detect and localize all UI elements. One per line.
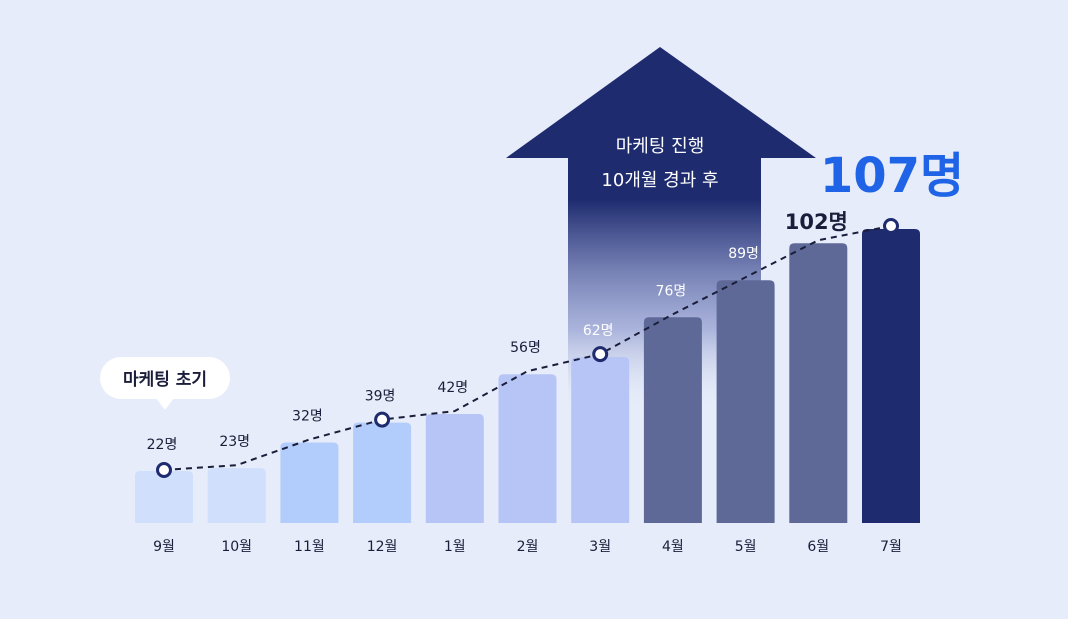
data-label: 56명 [510, 340, 541, 356]
callout-box [100, 357, 230, 399]
x-tick-label: 3월 [589, 539, 611, 555]
trend-marker-7월 [883, 218, 899, 234]
trend-line-group [156, 218, 899, 478]
labels-group: 9월 22명 10월 23명 11월 32명 12월 39명 1월 42명 2월 56명 3월 62명 4월… [147, 210, 902, 555]
bar-5월 [716, 280, 775, 523]
bar-4월 [643, 317, 702, 523]
data-label: 39명 [365, 389, 396, 405]
trend-line [163, 225, 892, 471]
x-tick-label: 1월 [444, 539, 466, 555]
trend-marker-3월 [592, 346, 609, 363]
callout-bubble: 마케팅 초기 [100, 357, 230, 410]
data-label: 32명 [292, 409, 323, 425]
bar-2월 [498, 374, 557, 523]
data-label: 62명 [583, 323, 614, 339]
x-tick-label: 7월 [880, 539, 902, 555]
trend-marker-9월 [156, 462, 172, 478]
x-tick-label: 12월 [367, 539, 398, 555]
data-label: 22명 [147, 437, 178, 453]
data-label: 102명 [785, 210, 848, 234]
bar-10월 [207, 468, 266, 523]
callout-pointer [156, 398, 174, 410]
arrow-text-line2: 10개월 경과 후 [601, 170, 718, 191]
data-label: 76명 [656, 283, 687, 299]
data-label: 23명 [219, 434, 250, 450]
bar-9월 [135, 471, 193, 523]
bars-group [135, 229, 920, 523]
x-tick-label: 2월 [517, 539, 539, 555]
bar-7월 [862, 229, 920, 523]
arrow-text-line1: 마케팅 진행 [616, 136, 705, 157]
callout-label: 마케팅 초기 [123, 370, 207, 390]
bar-3월 [571, 357, 630, 523]
x-tick-label: 11월 [294, 539, 325, 555]
bar-6월 [789, 243, 848, 523]
trend-marker-12월 [374, 411, 391, 428]
data-label: 89명 [728, 246, 759, 262]
data-label: 42명 [437, 380, 468, 396]
x-tick-label: 4월 [662, 539, 684, 555]
bar-1월 [425, 414, 484, 523]
bar-11월 [280, 442, 339, 523]
x-tick-label: 5월 [735, 539, 757, 555]
x-tick-label: 6월 [807, 539, 829, 555]
x-tick-label: 9월 [153, 539, 175, 555]
x-tick-label: 10월 [221, 539, 252, 555]
bar-12월 [353, 422, 412, 523]
headline-value: 107명 [820, 148, 964, 204]
